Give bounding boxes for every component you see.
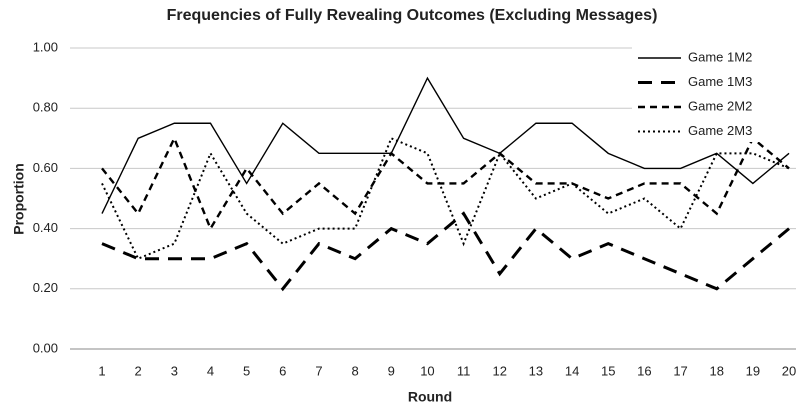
legend-label: Game 1M2 [688, 49, 752, 64]
chart-title: Frequencies of Fully Revealing Outcomes … [167, 7, 658, 24]
series-line [101, 211, 790, 292]
x-tick-label: 7 [315, 363, 322, 378]
x-tick-label: 11 [457, 363, 471, 378]
x-tick-label: 12 [493, 363, 507, 378]
x-tick-label: 10 [420, 363, 434, 378]
y-tick-label: 0.60 [33, 160, 58, 175]
x-tick-label: 9 [388, 363, 395, 378]
x-tick-label: 19 [746, 363, 760, 378]
x-tick-label: 1 [98, 363, 105, 378]
x-tick-label: 2 [135, 363, 142, 378]
x-tick-label: 15 [601, 363, 615, 378]
legend-label: Game 2M2 [688, 98, 752, 113]
series-line [101, 136, 790, 260]
x-tick-label: 14 [565, 363, 579, 378]
y-tick-label: 1.00 [33, 39, 58, 54]
x-tick-label: 4 [207, 363, 214, 378]
series-line [101, 135, 790, 232]
x-tick-label: 13 [529, 363, 543, 378]
x-axis-title: Round [408, 389, 452, 405]
x-tick-label: 20 [782, 363, 796, 378]
y-tick-label: 0.80 [33, 100, 58, 115]
x-tick-label: 3 [171, 363, 178, 378]
legend-background [632, 44, 796, 142]
y-tick-label: 0.00 [33, 340, 58, 355]
legend-label: Game 1M3 [688, 74, 752, 89]
x-tick-label: 6 [279, 363, 286, 378]
y-tick-label: 0.20 [33, 280, 58, 295]
x-tick-label: 16 [637, 363, 651, 378]
legend-label: Game 2M3 [688, 123, 752, 138]
y-axis-title: Proportion [11, 163, 27, 235]
x-tick-label: 18 [709, 363, 723, 378]
x-tick-label: 8 [352, 363, 359, 378]
x-tick-label: 17 [673, 363, 687, 378]
y-tick-label: 0.40 [33, 220, 58, 235]
series-line [101, 76, 790, 214]
x-tick-label: 5 [243, 363, 250, 378]
